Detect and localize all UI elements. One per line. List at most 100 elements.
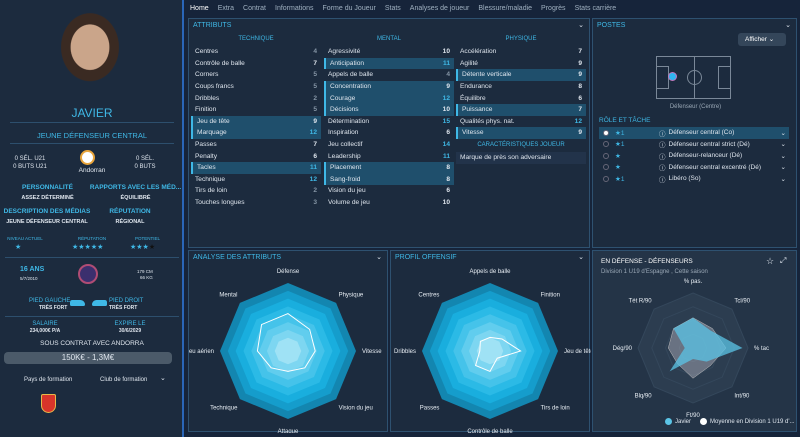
attribute-row[interactable]: Inspiration 6 [324, 127, 454, 139]
role-radio[interactable] [603, 129, 609, 136]
attribute-value: 11 [310, 164, 317, 172]
attribute-row[interactable]: Accélération 7 [456, 46, 586, 58]
attribute-row[interactable]: Technique 12 [191, 174, 321, 186]
attribute-row[interactable]: Puissance 7 [456, 103, 586, 116]
attribute-row[interactable]: Marquage 12 [191, 127, 321, 139]
role-item[interactable]: ★1 ⓘ Défenseur central (Co) ⌄ [599, 127, 789, 139]
right-boot-icon [92, 300, 107, 306]
chevron-down-icon[interactable]: ⌄ [780, 175, 786, 183]
tab-injury[interactable]: Blessure/maladie [478, 5, 533, 12]
attribute-name: Penalty [195, 152, 217, 160]
attribute-row[interactable]: Jeu collectif 14 [324, 139, 454, 151]
u21-goals: 0 BUTS U21 [13, 164, 47, 170]
axis-label: Jeu de tête [564, 349, 591, 355]
chevron-down-icon[interactable]: ⌄ [578, 254, 584, 261]
positions-panel: POSTES ⌄ Afficher ⌄ Défenseur (Centre) R… [592, 18, 797, 248]
chevron-down-icon[interactable]: ⌄ [785, 22, 791, 29]
tab-progress[interactable]: Progrès [541, 5, 566, 12]
defending-radar-chart: % pas. Tcl/90 % tac Int/90 Ft/90 Blq/90 Dég/90… [613, 279, 769, 419]
attribute-value: 15 [442, 117, 450, 125]
tab-analysis[interactable]: Analyses de joueur [409, 5, 470, 12]
chevron-down-icon[interactable]: ⌄ [780, 129, 786, 137]
attribute-row[interactable]: Tacles 11 [191, 161, 321, 174]
tab-form[interactable]: Forme du Joueur [322, 5, 376, 12]
attribute-row[interactable]: Coups francs 5 [191, 81, 321, 93]
tab-stats[interactable]: Stats [384, 5, 401, 12]
column-title: TECHNIQUE [238, 36, 274, 42]
tab-home[interactable]: Home [190, 5, 209, 12]
attribute-row[interactable]: Finition 5 [191, 104, 321, 116]
role-radio[interactable] [603, 152, 609, 159]
attribute-row[interactable]: Courage 12 [324, 92, 454, 104]
role-item[interactable]: ★1 ⓘ Libéro (So) ⌄ [599, 173, 789, 185]
show-dropdown[interactable]: Afficher ⌄ [738, 33, 786, 46]
role-item[interactable]: ★1 ⓘ Défenseur central strict (Dé) ⌄ [599, 139, 789, 151]
column-title: PHYSIQUE [505, 36, 537, 42]
attribute-row[interactable]: Anticipation 11 [324, 57, 454, 70]
role-radio[interactable] [603, 141, 609, 148]
chevron-down-icon[interactable]: ⌄ [160, 375, 166, 382]
federation-badge-icon [80, 150, 95, 165]
attribute-row[interactable]: Décisions 10 [324, 103, 454, 116]
attribute-row[interactable]: Centres 4 [191, 46, 321, 58]
attribute-value: 10 [442, 106, 450, 114]
transfer-value-bar[interactable]: 150K€ - 1,3M€ [4, 352, 172, 364]
chevron-down-icon[interactable]: ⌄ [780, 141, 786, 149]
attribute-value: 6 [313, 152, 317, 160]
contract-status: SOUS CONTRAT AVEC ANDORRA [40, 340, 144, 347]
position-marker[interactable] [668, 72, 677, 81]
player-polygon [474, 336, 522, 373]
role-item[interactable]: ★ ⓘ Défenseur-relanceur (Dé) ⌄ [599, 150, 789, 162]
attribute-row[interactable]: Volume de jeu 10 [324, 197, 454, 209]
chevron-down-icon[interactable]: ⌄ [578, 22, 584, 29]
attribute-row[interactable]: Dribbles 2 [191, 92, 321, 104]
attribute-row[interactable]: Placement 8 [324, 161, 454, 174]
attribute-value: 9 [578, 129, 582, 137]
tab-career-stats[interactable]: Stats carrière [574, 5, 617, 12]
attribute-row[interactable]: Équilibre 6 [456, 92, 586, 104]
tab-contract[interactable]: Contrat [243, 5, 266, 12]
chevron-down-icon[interactable]: ⌄ [780, 164, 786, 172]
attribute-value: 9 [578, 71, 582, 79]
attribute-value: 12 [309, 129, 317, 137]
attribute-value: 11 [443, 59, 450, 67]
chevron-down-icon[interactable]: ⌄ [376, 254, 382, 261]
attribute-row[interactable]: Appels de balle 4 [324, 69, 454, 81]
attribute-row[interactable]: Jeu de tête 9 [191, 115, 321, 128]
attribute-row[interactable]: Vision du jeu 6 [324, 185, 454, 197]
role-radio[interactable] [603, 164, 609, 171]
attribute-row[interactable]: Leadership 11 [324, 150, 454, 162]
tab-information[interactable]: Informations [275, 5, 314, 12]
attribute-row[interactable]: Agressivité 10 [324, 46, 454, 58]
role-radio[interactable] [603, 175, 609, 182]
media-description: JEUNE DÉFENSEUR CENTRAL [6, 219, 88, 225]
attribute-row[interactable]: Détente verticale 9 [456, 69, 586, 81]
training-club-label: Club de formation [100, 377, 148, 383]
attribute-name: Touches longues [195, 199, 245, 207]
tab-bar: Home Extra Contrat Informations Forme du… [190, 5, 616, 17]
legend-swatch [665, 418, 672, 425]
attribute-row[interactable]: Vitesse 9 [456, 127, 586, 139]
attribute-row[interactable]: Corners 5 [191, 69, 321, 81]
attribute-row[interactable]: Qualités phys. nat. 12 [456, 116, 586, 128]
role-rating: ★1 [615, 141, 625, 149]
chevron-down-icon[interactable]: ⌄ [780, 152, 786, 160]
attribute-row[interactable]: Contrôle de balle 7 [191, 58, 321, 70]
attribute-row[interactable]: Penalty 6 [191, 150, 321, 162]
attribute-row[interactable]: Endurance 8 [456, 81, 586, 93]
salary-label: SALAIRE [32, 321, 58, 327]
tab-extra[interactable]: Extra [217, 5, 235, 12]
attribute-value: 9 [313, 117, 317, 125]
role-item[interactable]: ★ ⓘ Défenseur central excentré (Dé) ⌄ [599, 162, 789, 174]
attribute-row[interactable]: Passes 7 [191, 139, 321, 151]
axis-label: Dribbles [394, 349, 416, 355]
attribute-row[interactable]: Touches longues 3 [191, 197, 321, 209]
star-icon[interactable]: ☆ [766, 256, 775, 266]
attribute-value: 7 [578, 106, 582, 114]
attribute-row[interactable]: Détermination 15 [324, 116, 454, 128]
expand-icon[interactable]: ⤢ [780, 256, 787, 265]
attribute-row[interactable]: Sang-froid 8 [324, 173, 454, 186]
attribute-row[interactable]: Tirs de loin 2 [191, 185, 321, 197]
attribute-row[interactable]: Agilité 9 [456, 58, 586, 70]
attribute-row[interactable]: Concentration 9 [324, 80, 454, 93]
